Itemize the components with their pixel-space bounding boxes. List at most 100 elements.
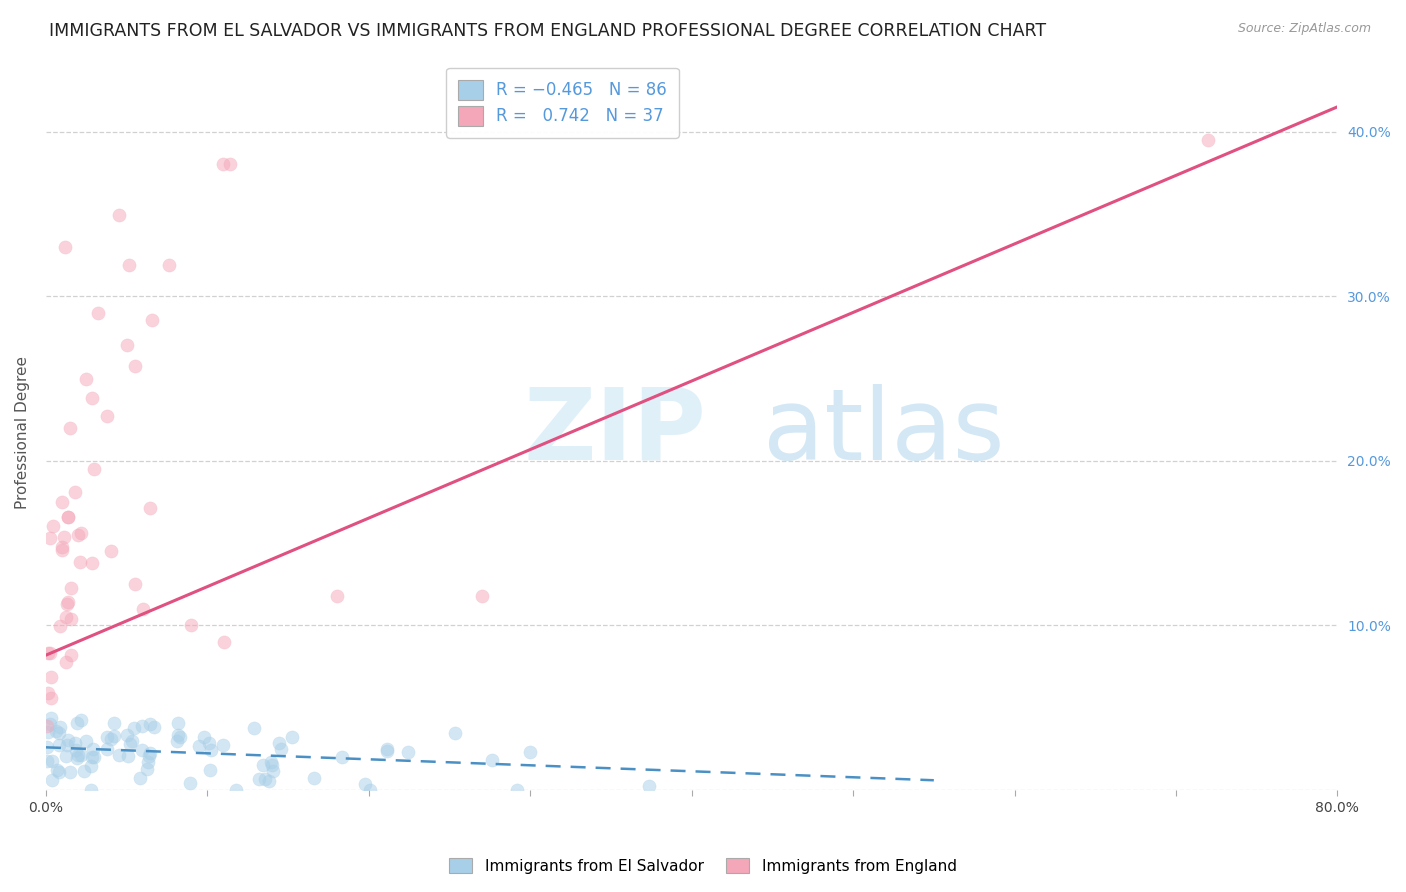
Immigrants from El Salvador bbox=[56, 738, 79, 752]
Immigrants from El Salvador bbox=[59, 764, 82, 779]
Immigrants from England bbox=[38, 532, 60, 546]
Immigrants from England bbox=[37, 646, 59, 660]
Immigrants from England bbox=[117, 338, 139, 352]
Immigrants from El Salvador bbox=[259, 773, 281, 788]
Immigrants from England bbox=[41, 519, 63, 533]
Immigrants from El Salvador bbox=[58, 732, 80, 747]
Immigrants from El Salvador bbox=[80, 758, 103, 772]
Immigrants from El Salvador bbox=[48, 738, 70, 752]
Immigrants from El Salvador bbox=[79, 783, 101, 797]
Immigrants from El Salvador bbox=[41, 773, 63, 788]
Immigrants from El Salvador bbox=[82, 741, 104, 756]
Immigrants from El Salvador bbox=[139, 746, 162, 760]
Immigrants from El Salvador bbox=[253, 772, 276, 786]
Immigrants from El Salvador bbox=[252, 757, 274, 772]
Immigrants from England bbox=[55, 598, 77, 612]
Immigrants from El Salvador bbox=[138, 749, 160, 764]
Immigrants from El Salvador bbox=[69, 747, 91, 762]
Immigrants from England bbox=[108, 208, 131, 222]
Immigrants from England bbox=[59, 612, 82, 626]
Immigrants from El Salvador bbox=[37, 725, 59, 739]
Immigrants from England bbox=[212, 635, 235, 649]
Immigrants from England bbox=[141, 313, 163, 327]
Immigrants from England bbox=[100, 544, 122, 558]
Immigrants from England bbox=[53, 240, 76, 254]
Immigrants from El Salvador bbox=[67, 747, 90, 762]
Immigrants from El Salvador bbox=[41, 755, 63, 769]
Immigrants from El Salvador bbox=[444, 726, 467, 740]
Immigrants from England bbox=[180, 618, 202, 632]
Immigrants from El Salvador bbox=[167, 728, 190, 742]
Immigrants from El Salvador bbox=[375, 741, 398, 756]
Immigrants from England bbox=[124, 359, 146, 373]
Immigrants from England bbox=[124, 577, 146, 591]
Immigrants from El Salvador bbox=[212, 738, 235, 752]
Immigrants from England bbox=[56, 595, 79, 609]
Immigrants from England bbox=[70, 526, 93, 541]
Immigrants from England bbox=[41, 670, 63, 684]
Y-axis label: Professional Degree: Professional Degree bbox=[15, 356, 30, 508]
Immigrants from El Salvador bbox=[330, 749, 353, 764]
Immigrants from England bbox=[56, 510, 79, 524]
Text: IMMIGRANTS FROM EL SALVADOR VS IMMIGRANTS FROM ENGLAND PROFESSIONAL DEGREE CORRE: IMMIGRANTS FROM EL SALVADOR VS IMMIGRANT… bbox=[49, 22, 1046, 40]
Immigrants from El Salvador bbox=[45, 763, 67, 777]
Immigrants from El Salvador bbox=[100, 732, 122, 747]
Immigrants from El Salvador bbox=[267, 736, 290, 750]
Immigrants from El Salvador bbox=[115, 728, 138, 742]
Immigrants from England bbox=[59, 581, 82, 595]
Immigrants from El Salvador bbox=[179, 776, 201, 790]
Immigrants from England bbox=[51, 542, 73, 557]
Immigrants from El Salvador bbox=[96, 741, 118, 756]
Immigrants from El Salvador bbox=[377, 744, 399, 758]
Immigrants from El Salvador bbox=[65, 743, 87, 757]
Immigrants from England bbox=[58, 509, 80, 524]
Immigrants from El Salvador bbox=[197, 736, 219, 750]
Immigrants from England bbox=[139, 501, 162, 516]
Immigrants from El Salvador bbox=[131, 743, 153, 757]
Immigrants from England bbox=[75, 371, 97, 385]
Immigrants from England bbox=[96, 409, 118, 424]
Immigrants from El Salvador bbox=[103, 729, 125, 743]
Legend: Immigrants from El Salvador, Immigrants from England: Immigrants from El Salvador, Immigrants … bbox=[443, 852, 963, 880]
Text: atlas: atlas bbox=[762, 384, 1004, 481]
Immigrants from England bbox=[63, 484, 86, 499]
Immigrants from El Salvador bbox=[262, 757, 284, 772]
Immigrants from England bbox=[67, 528, 90, 542]
Immigrants from El Salvador bbox=[519, 745, 541, 759]
Immigrants from England bbox=[69, 555, 91, 569]
Immigrants from England bbox=[38, 646, 60, 660]
Immigrants from El Salvador bbox=[638, 780, 661, 794]
Immigrants from England bbox=[60, 648, 83, 663]
Immigrants from El Salvador bbox=[128, 771, 150, 785]
Immigrants from El Salvador bbox=[187, 739, 209, 754]
Immigrants from England bbox=[37, 686, 59, 700]
Immigrants from El Salvador bbox=[69, 713, 91, 727]
Immigrants from El Salvador bbox=[80, 750, 103, 764]
Immigrants from El Salvador bbox=[193, 730, 215, 744]
Immigrants from El Salvador bbox=[354, 777, 377, 791]
Immigrants from England bbox=[325, 589, 347, 603]
Immigrants from El Salvador bbox=[65, 736, 87, 750]
Immigrants from El Salvador bbox=[45, 724, 67, 739]
Immigrants from El Salvador bbox=[135, 762, 157, 776]
Immigrants from El Salvador bbox=[304, 771, 326, 785]
Immigrants from England bbox=[59, 421, 82, 435]
Immigrants from El Salvador bbox=[48, 764, 70, 779]
Immigrants from England bbox=[55, 610, 77, 624]
Immigrants from England bbox=[55, 655, 77, 669]
Immigrants from El Salvador bbox=[103, 716, 125, 731]
Immigrants from El Salvador bbox=[260, 755, 283, 769]
Immigrants from El Salvador bbox=[118, 737, 141, 751]
Immigrants from El Salvador bbox=[122, 721, 145, 735]
Immigrants from El Salvador bbox=[35, 740, 58, 755]
Immigrants from England bbox=[83, 462, 105, 476]
Immigrants from El Salvador bbox=[225, 783, 247, 797]
Immigrants from El Salvador bbox=[41, 711, 63, 725]
Immigrants from England bbox=[132, 602, 155, 616]
Immigrants from El Salvador bbox=[48, 726, 70, 740]
Immigrants from El Salvador bbox=[138, 717, 160, 731]
Immigrants from El Salvador bbox=[167, 715, 190, 730]
Text: Source: ZipAtlas.com: Source: ZipAtlas.com bbox=[1237, 22, 1371, 36]
Immigrants from El Salvador bbox=[49, 720, 72, 734]
Immigrants from England bbox=[39, 691, 62, 706]
